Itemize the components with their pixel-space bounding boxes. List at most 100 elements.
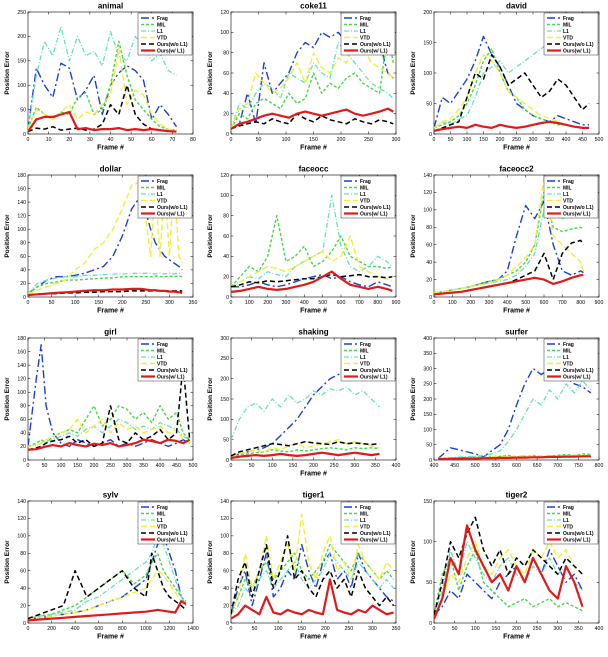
legend-label: Frag [157,16,168,22]
y-tick-label: 50 [426,101,432,107]
legend-label: Ours(w/ L1) [360,211,388,217]
legend-box [543,501,599,545]
x-tick-label: 20 [66,137,72,143]
chart-title: faceocc [299,165,329,174]
y-tick-label: 100 [423,539,432,545]
legend-label: MIL [157,185,166,191]
series-line-ours-w-l1- [434,120,590,132]
x-tick-label: 0 [230,137,233,143]
x-tick-label: 300 [123,463,132,469]
y-tick-label: 0 [429,132,432,138]
series-line-ours-w-l1- [434,524,584,620]
legend-label: MIL [157,348,166,354]
x-tick-label: 900 [392,300,401,306]
y-tick-label: 0 [226,621,229,627]
y-tick-label: 150 [423,499,432,505]
chart-title: david [506,2,527,11]
y-tick-label: 100 [423,427,432,433]
x-tick-label: 350 [371,463,380,469]
y-tick-label: 60 [426,243,432,249]
chart-panel-sylv: sylv 0 200 400 600 800 1000 1200 1400 0 20 40 60 80 10… [0,489,203,652]
legend-label: Ours(w/o L1) [360,205,391,211]
y-tick-label: 20 [20,603,26,609]
x-tick-label: 350 [392,626,401,632]
y-tick-label: 80 [20,551,26,557]
legend-label: Ours(w/ L1) [563,48,591,54]
y-tick-label: 250 [17,10,26,16]
legend-box [543,12,599,56]
x-tick-label: 0 [27,137,30,143]
x-axis-label: Frame # [97,308,124,315]
legend-label: Ours(w/o L1) [157,42,188,48]
legend-label: L1 [563,192,569,198]
y-tick-label: 40 [20,586,26,592]
x-tick-label: 100 [57,463,66,469]
legend-label: Ours(w/ L1) [360,374,388,380]
y-tick-label: 100 [423,71,432,77]
x-tick-label: 0 [27,463,30,469]
series-line-frag [434,200,584,294]
x-tick-label: 200 [321,626,330,632]
legend-label: Frag [157,342,168,348]
legend-label: Frag [360,342,371,348]
x-tick-label: 150 [492,626,501,632]
x-tick-label: 750 [574,463,583,469]
series-line-mil [231,447,380,457]
chart-panel-shaking: shaking 0 50 100 150 200 250 300 350 400 0 50 100 150… [203,326,406,489]
legend-label: MIL [157,511,166,517]
x-tick-label: 200 [118,300,127,306]
y-tick-label: 80 [426,225,432,231]
series-line-ours-w-o-l1- [434,516,584,616]
x-tick-label: 150 [73,463,82,469]
legend-box [340,12,396,56]
series-group [28,344,191,451]
chart-svg: coke11 0 50 100 150 200 250 300 0 20 40 60 80 100 120 F… [207,2,400,152]
x-tick-label: 1200 [164,626,176,632]
series-line-ours-w-l1- [434,274,584,296]
x-tick-label: 300 [529,137,538,143]
legend-label: Ours(w/o L1) [563,368,594,374]
x-tick-label: 300 [350,463,359,469]
y-tick-label: 50 [426,443,432,449]
x-tick-label: 0 [27,626,30,632]
x-tick-label: 10 [46,137,52,143]
y-tick-label: 60 [223,569,229,575]
legend-label: VTD [157,35,167,41]
x-tick-label: 200 [47,626,56,632]
x-tick-label: 0 [433,300,436,306]
legend-label: L1 [360,29,366,35]
legend-label: Ours(w/o L1) [360,531,391,537]
y-tick-label: 50 [20,107,26,113]
x-tick-label: 50 [249,463,255,469]
y-tick-label: 20 [20,444,26,450]
legend-label: Ours(w/ L1) [360,48,388,54]
chart-svg: sylv 0 200 400 600 800 1000 1200 1400 0 20 40 60 80 10… [4,491,199,641]
legend-label: Ours(w/o L1) [157,368,188,374]
x-tick-label: 450 [450,463,459,469]
chart-panel-faceocc2: faceocc2 0 100 200 300 400 500 600 700 800 900 0 20 4… [406,163,608,326]
x-tick-label: 600 [540,300,549,306]
x-axis-label: Frame # [300,145,327,152]
y-axis-label: Position Error [410,540,417,584]
legend-label: Frag [563,505,574,511]
legend-label: Frag [360,16,371,22]
x-tick-label: 0 [433,626,436,632]
series-group [437,367,592,460]
x-tick-label: 250 [533,626,542,632]
y-tick-label: 100 [423,208,432,214]
y-tick-label: 350 [423,351,432,357]
legend-label: MIL [563,185,572,191]
series-line-vtd [231,513,395,615]
x-tick-label: 150 [479,137,488,143]
series-line-vtd [434,175,585,294]
y-tick-label: 200 [17,34,26,40]
x-axis-label: Frame # [97,145,124,152]
x-tick-label: 50 [49,300,55,306]
legend-label: Frag [157,505,168,511]
series-line-ours-w-l1- [231,578,394,620]
legend-label: MIL [360,511,369,517]
series-line-frag [28,535,187,620]
legend-label: MIL [157,22,166,28]
